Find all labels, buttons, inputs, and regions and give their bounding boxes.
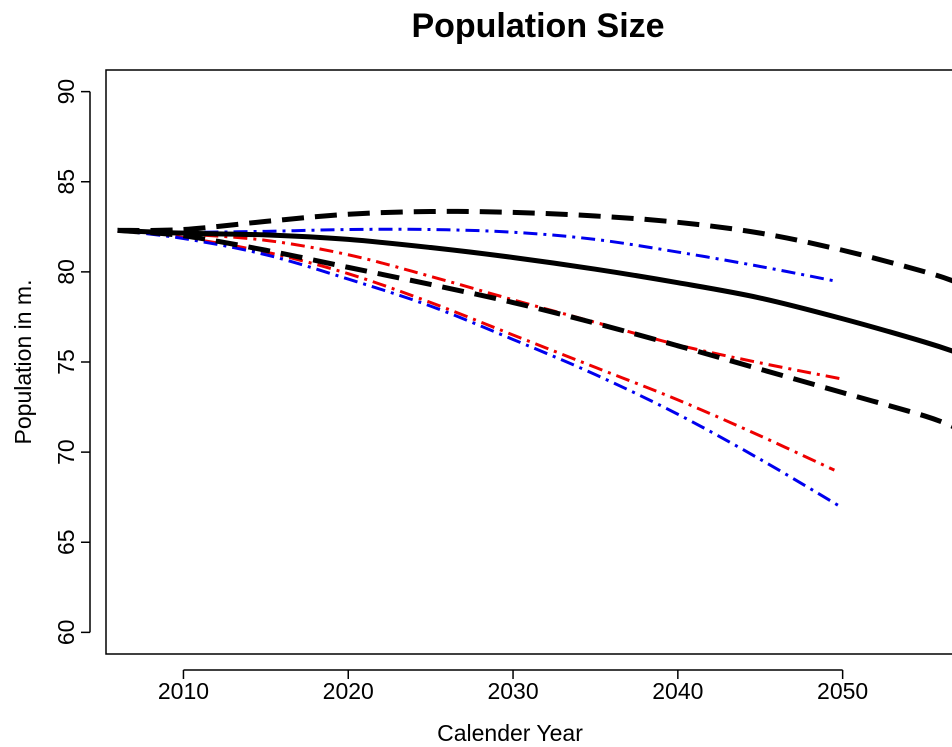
series-line-1 (117, 227, 952, 354)
x-tick-label: 2040 (652, 678, 703, 704)
y-axis: 60 65 70 75 80 85 90 (53, 79, 91, 646)
y-tick-label: 90 (53, 79, 79, 105)
series-line-3 (117, 227, 952, 429)
plot-frame (105, 69, 952, 655)
y-tick-label: 60 (53, 620, 79, 646)
x-tick-label: 2030 (487, 678, 538, 704)
series-line-2 (117, 208, 952, 284)
x-tick-label: 2010 (158, 678, 209, 704)
y-tick-label: 65 (53, 529, 79, 555)
y-tick-label: 85 (53, 169, 79, 195)
y-tick-label: 70 (53, 439, 79, 465)
y-tick-label: 80 (53, 259, 79, 285)
x-axis-label: Calender Year (437, 720, 583, 746)
series-line-4 (117, 227, 835, 283)
x-axis: 2010 2020 2030 2040 2050 (158, 669, 868, 704)
series-line-7 (117, 228, 844, 510)
y-axis-label: Population in m. (10, 280, 36, 445)
x-tick-label: 2020 (323, 678, 374, 704)
series-layer (117, 208, 952, 510)
series-line-5 (117, 228, 843, 381)
chart-title: Population Size (411, 7, 664, 45)
x-tick-label: 2050 (817, 678, 868, 704)
series-line-6 (117, 228, 836, 472)
y-tick-label: 75 (53, 349, 79, 375)
